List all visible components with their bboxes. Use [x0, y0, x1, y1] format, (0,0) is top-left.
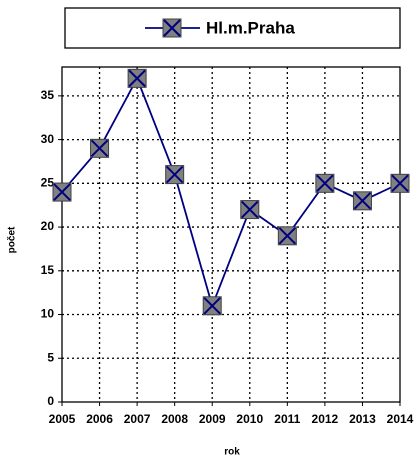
x-tick-label: 2009 — [199, 412, 226, 426]
marker-cross — [391, 174, 409, 193]
y-tick-label: 0 — [47, 394, 54, 408]
y-axis-label: počet — [7, 226, 18, 253]
marker-cross — [165, 165, 184, 184]
x-axis-label: rok — [224, 447, 240, 458]
data-point — [202, 296, 222, 316]
x-tick-label: 2012 — [312, 412, 339, 426]
x-tick-label: 2013 — [349, 412, 376, 426]
y-tick-label: 25 — [41, 176, 55, 190]
marker-cross — [203, 297, 221, 315]
marker-cross — [278, 227, 297, 245]
marker-cross — [128, 69, 146, 88]
x-tick-label: 2005 — [49, 412, 76, 426]
marker-cross — [90, 139, 109, 158]
x-tick-label: 2010 — [236, 412, 263, 426]
y-tick-label: 15 — [41, 263, 55, 277]
data-point — [165, 165, 185, 185]
plot-frame — [61, 66, 401, 403]
x-tick-label: 2006 — [86, 412, 113, 426]
x-tick-label: 2014 — [387, 412, 414, 426]
y-tick-label: 35 — [41, 88, 55, 102]
data-point — [240, 200, 260, 220]
y-tick-label: 10 — [41, 307, 55, 321]
data-point — [352, 191, 372, 211]
data-point — [277, 226, 297, 246]
data-point — [390, 173, 410, 193]
x-tick-label: 2011 — [274, 412, 300, 426]
data-point — [52, 182, 72, 202]
marker-cross — [241, 200, 259, 219]
series-line — [61, 76, 401, 309]
marker-cross — [353, 192, 372, 210]
y-tick-label: 5 — [47, 350, 54, 364]
legend-box — [64, 7, 401, 49]
data-point — [90, 138, 110, 158]
marker-cross — [53, 183, 71, 201]
data-point — [315, 173, 335, 193]
x-tick-label: 2007 — [124, 412, 151, 426]
y-tick-label: 20 — [41, 219, 55, 233]
data-point — [127, 68, 147, 88]
marker-cross — [316, 174, 334, 193]
marker-cross — [163, 19, 181, 37]
y-tick-label: 30 — [41, 132, 55, 146]
legend-label: Hl.m.Praha — [206, 18, 295, 37]
legend-marker — [162, 18, 182, 38]
x-tick-label: 2008 — [161, 412, 188, 426]
